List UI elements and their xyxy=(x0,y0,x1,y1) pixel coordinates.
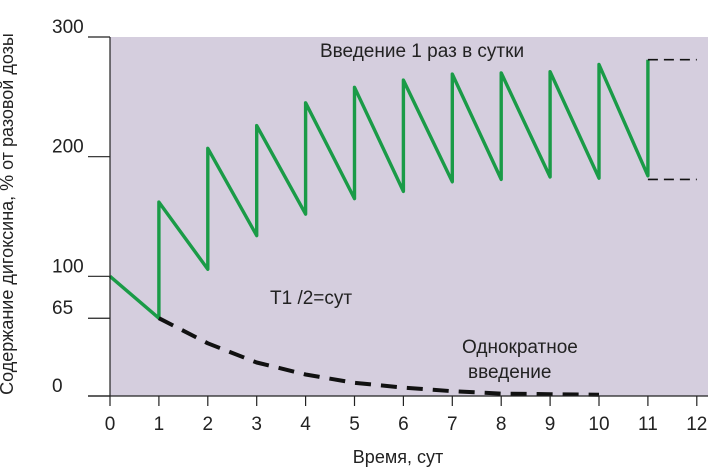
annotation-single-dose-line1: Однократное xyxy=(462,337,578,358)
y-tick-label-300: 300 xyxy=(52,17,84,38)
plot-area xyxy=(110,37,708,396)
series-line-1 xyxy=(108,59,650,320)
annotation-daily-dosing: Введение 1 раз в сутки xyxy=(320,41,524,62)
x-tick-label-5: 5 xyxy=(349,414,360,435)
series-line-2 xyxy=(157,316,600,397)
series-layer xyxy=(108,58,697,397)
annotation-half-life: T1 /2=сут xyxy=(270,288,352,309)
y-tick-label-65: 65 xyxy=(52,298,73,319)
x-tick-label-8: 8 xyxy=(496,414,507,435)
x-tick-label-7: 7 xyxy=(447,414,458,435)
y-tick-label-200: 200 xyxy=(52,137,84,158)
x-tick-label-3: 3 xyxy=(251,414,262,435)
x-tick-label-12: 12 xyxy=(686,414,707,435)
annotation-single-dose-line2: введение xyxy=(468,362,551,383)
x-tick-label-1: 1 xyxy=(154,414,165,435)
x-tick-label-9: 9 xyxy=(545,414,556,435)
x-tick-label-11: 11 xyxy=(638,414,658,435)
y-tick-label-0: 0 xyxy=(52,376,63,397)
x-tick-label-6: 6 xyxy=(398,414,409,435)
y-tick-label-100: 100 xyxy=(52,256,84,277)
x-axis-label: Время, сут xyxy=(353,447,443,467)
x-tick-label-10: 10 xyxy=(588,414,609,435)
y-axis-label: Содержание дигоксина, % от разовой дозы xyxy=(0,33,17,395)
x-tick-label-4: 4 xyxy=(300,414,311,435)
x-tick-label-0: 0 xyxy=(105,414,116,435)
x-tick-label-2: 2 xyxy=(203,414,214,435)
axes-layer xyxy=(88,37,708,397)
